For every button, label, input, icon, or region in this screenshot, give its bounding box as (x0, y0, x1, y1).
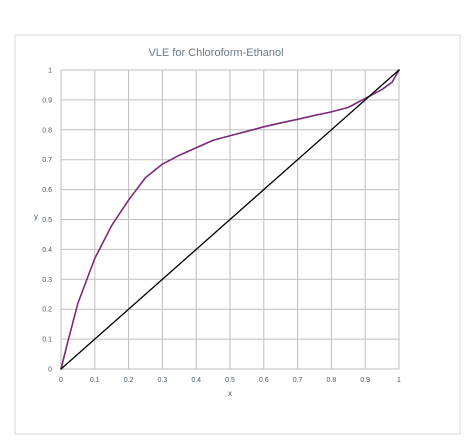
x-tick-label: 0.6 (259, 377, 269, 384)
x-tick-label: 1 (397, 377, 401, 384)
x-tick-label: 0.3 (158, 377, 168, 384)
y-tick-label: 0.7 (42, 157, 52, 164)
y-tick-label: 1 (48, 68, 52, 75)
x-tick-label: 0.5 (225, 377, 235, 384)
x-tick-label: 0.9 (360, 377, 370, 384)
diagonal-line (60, 69, 400, 370)
grid-layer (60, 69, 400, 370)
x-tick-label: 0.4 (191, 377, 201, 384)
y-tick-label: 0.5 (42, 217, 52, 224)
chart-border (14, 34, 461, 435)
vle-curve (60, 69, 400, 370)
x-tick-label: 0.1 (90, 377, 100, 384)
y-tick-label: 0 (48, 367, 52, 374)
y-tick-label: 0.2 (42, 307, 52, 314)
y-axis-title: y (34, 212, 38, 221)
x-tick-label: 0.2 (124, 377, 134, 384)
tick-layer: 0 0.1 0.2 0.3 0.4 0.5 0.6 0.7 0.8 0.9 1 0 0.1 0.2 0.3 0… (42, 68, 401, 385)
y-tick-label: 0.4 (42, 247, 52, 254)
y-tick-label: 0.1 (42, 337, 52, 344)
y-tick-label: 0.8 (42, 127, 52, 134)
y-tick-label: 0.3 (42, 277, 52, 284)
series-layer (60, 69, 400, 370)
chart-title: VLE for Chloroform-Ethanol (148, 47, 283, 59)
x-axis-title: x (228, 389, 232, 398)
y-tick-label: 0.9 (42, 97, 52, 104)
y-tick-label: 0.6 (42, 187, 52, 194)
x-tick-label: 0.8 (327, 377, 337, 384)
x-tick-label: 0 (59, 377, 63, 384)
x-tick-label: 0.7 (293, 377, 303, 384)
